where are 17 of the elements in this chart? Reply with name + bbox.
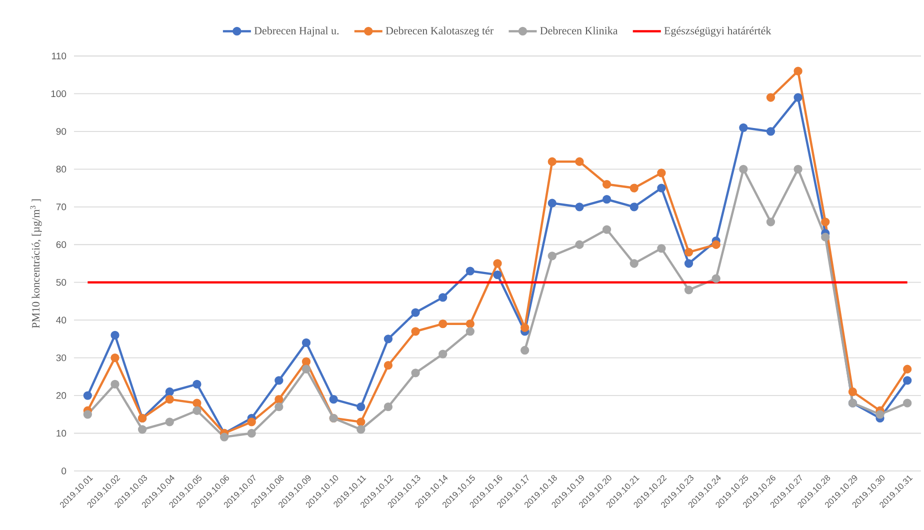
y-tick-label: 70 [56,204,66,210]
y-tick-label: 50 [56,278,66,286]
y-tick-label: 0 [62,468,66,474]
y-tick-label: 90 [56,128,66,135]
y-tick-label: 40 [56,316,66,324]
y-tick-label: 100 [51,90,66,98]
legend-label: Egészségügyi határérték [664,26,772,37]
y-tick-label: 10 [56,430,66,437]
y-tick-label: 60 [56,241,66,248]
y-axis-title: PM10 koncentráció, [µg/m$^{3}$ ] [30,199,42,328]
legend-label: Debrecen Hajnal u. [254,26,339,37]
legend-label: Debrecen Klinika [540,26,618,34]
y-tick-label: 30 [56,354,66,362]
y-tick-label: 80 [56,166,66,173]
y-tick-label: 110 [52,52,66,60]
legend-label: Debrecen Kalotaszeg tér [386,26,494,37]
y-tick-label: 20 [56,392,66,399]
